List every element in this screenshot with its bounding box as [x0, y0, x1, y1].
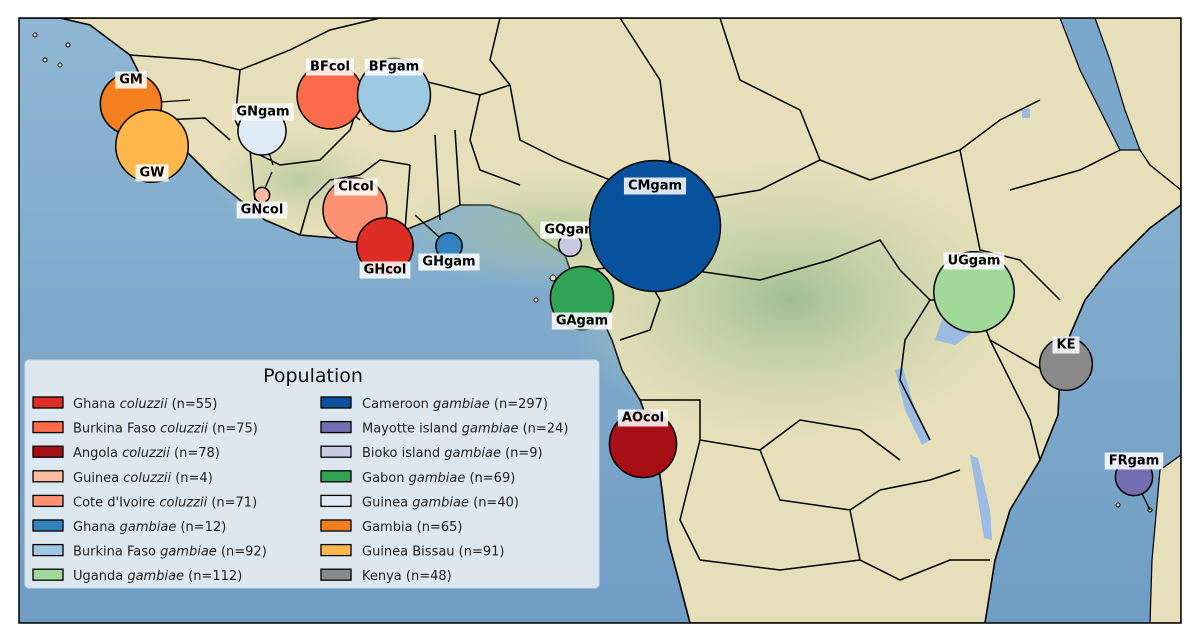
legend-swatch — [32, 543, 64, 557]
marker-label-bfcol: BFcol — [310, 60, 350, 75]
legend-entry: Angola coluzzii (n=78) — [73, 446, 220, 461]
marker-label-bg — [232, 103, 294, 121]
marker-cmgam — [588, 159, 722, 293]
marker-label-bg — [236, 201, 288, 219]
legend-swatch — [320, 519, 352, 532]
legend-entry: Guinea Bissau (n=91) — [362, 545, 505, 560]
marker-label-ghgam: GHgam — [422, 255, 475, 270]
legend-swatch — [32, 519, 64, 532]
marker-label-gqgam: GQgam — [544, 223, 597, 238]
legend-swatch — [320, 420, 352, 434]
legend-box — [24, 359, 600, 589]
marker-label-bg — [943, 252, 1005, 270]
legend-entry: Kenya (n=48) — [362, 569, 452, 584]
marker-label-bfgam: BFgam — [369, 60, 419, 75]
marker-label-gagam: GAgam — [556, 314, 608, 329]
marker-label-bg — [1052, 336, 1080, 354]
marker-label-bg — [623, 177, 687, 195]
legend-swatch — [32, 494, 64, 508]
marker-label-gw: GW — [139, 166, 164, 181]
marker-label-bg — [359, 261, 411, 279]
marker-label-bg — [1104, 452, 1164, 470]
legend-entry: Guinea coluzzii (n=4) — [73, 471, 213, 486]
legend-swatch — [320, 396, 352, 409]
marker-gncol — [253, 186, 271, 204]
marker-label-aocol: AOcol — [622, 411, 664, 426]
legend-entry: Burkina Faso coluzzii (n=75) — [73, 422, 258, 437]
marker-label-gm: GM — [119, 73, 143, 88]
legend-entry: Ghana coluzzii (n=55) — [73, 397, 217, 412]
legend-entry: Gambia (n=65) — [362, 520, 463, 535]
legend-entry: Uganda gambiae (n=112) — [73, 569, 242, 584]
legend-swatch — [320, 568, 352, 581]
legend: Population Ghana coluzzii (n=55) Burkina … — [24, 359, 600, 589]
marker-label-bg — [135, 164, 169, 182]
marker-label-cicol: CIcol — [338, 180, 373, 195]
legend-entry: Mayotte island gambiae (n=24) — [362, 422, 568, 437]
legend-swatch — [32, 396, 64, 409]
legend-swatch — [320, 543, 352, 557]
legend-swatch — [320, 445, 352, 458]
legend-entry: Cameroon gambiae (n=297) — [362, 397, 548, 412]
legend-swatch — [320, 470, 352, 483]
legend-swatch — [32, 420, 64, 434]
legend-entry: Bioko island gambiae (n=9) — [362, 446, 543, 461]
map-frame — [18, 17, 1182, 624]
legend-entry: Guinea gambiae (n=40) — [362, 495, 519, 510]
madagascar — [1149, 454, 1181, 623]
lake-malawi — [970, 455, 992, 540]
marker-label-frgam: FRgam — [1109, 454, 1160, 469]
red-sea — [1059, 18, 1141, 151]
marker-label-bg — [334, 178, 378, 196]
marker-label-gngam: GNgam — [236, 105, 289, 120]
marker-label-bg — [551, 312, 613, 330]
marker-label-cmgam: CMgam — [628, 179, 682, 194]
legend-swatch — [32, 568, 64, 581]
legend-swatch — [320, 494, 352, 508]
legend-entry: Gabon gambiae (n=69) — [362, 471, 515, 486]
legend-entry: Ghana gambiae (n=12) — [73, 520, 226, 535]
legend-title: Population — [263, 365, 363, 387]
marker-label-bg — [617, 409, 669, 427]
marker-label-bg — [418, 253, 480, 271]
marker-label-uggam: UGgam — [948, 254, 1001, 269]
marker-label-bg — [364, 58, 424, 76]
marker-label-gncol: GNcol — [241, 203, 284, 218]
legend-swatch — [32, 470, 64, 483]
marker-label-ke: KE — [1057, 338, 1076, 353]
population-markers: GM GW GNgam GNcol BFcol BFgam CIcol GHcol GHgam G… — [99, 57, 1164, 497]
marker-label-bg — [540, 221, 602, 239]
legend-entry: Burkina Faso gambiae (n=92) — [73, 545, 267, 560]
marker-gw — [115, 109, 189, 183]
marker-label-bg — [306, 58, 354, 76]
legend-entry: Cote d'Ivoire coluzzii (n=71) — [73, 495, 257, 510]
marker-label-ghcol: GHcol — [364, 263, 407, 278]
marker-label-bg — [115, 71, 147, 89]
legend-swatch — [32, 445, 64, 458]
marker-uggam — [933, 251, 1015, 333]
